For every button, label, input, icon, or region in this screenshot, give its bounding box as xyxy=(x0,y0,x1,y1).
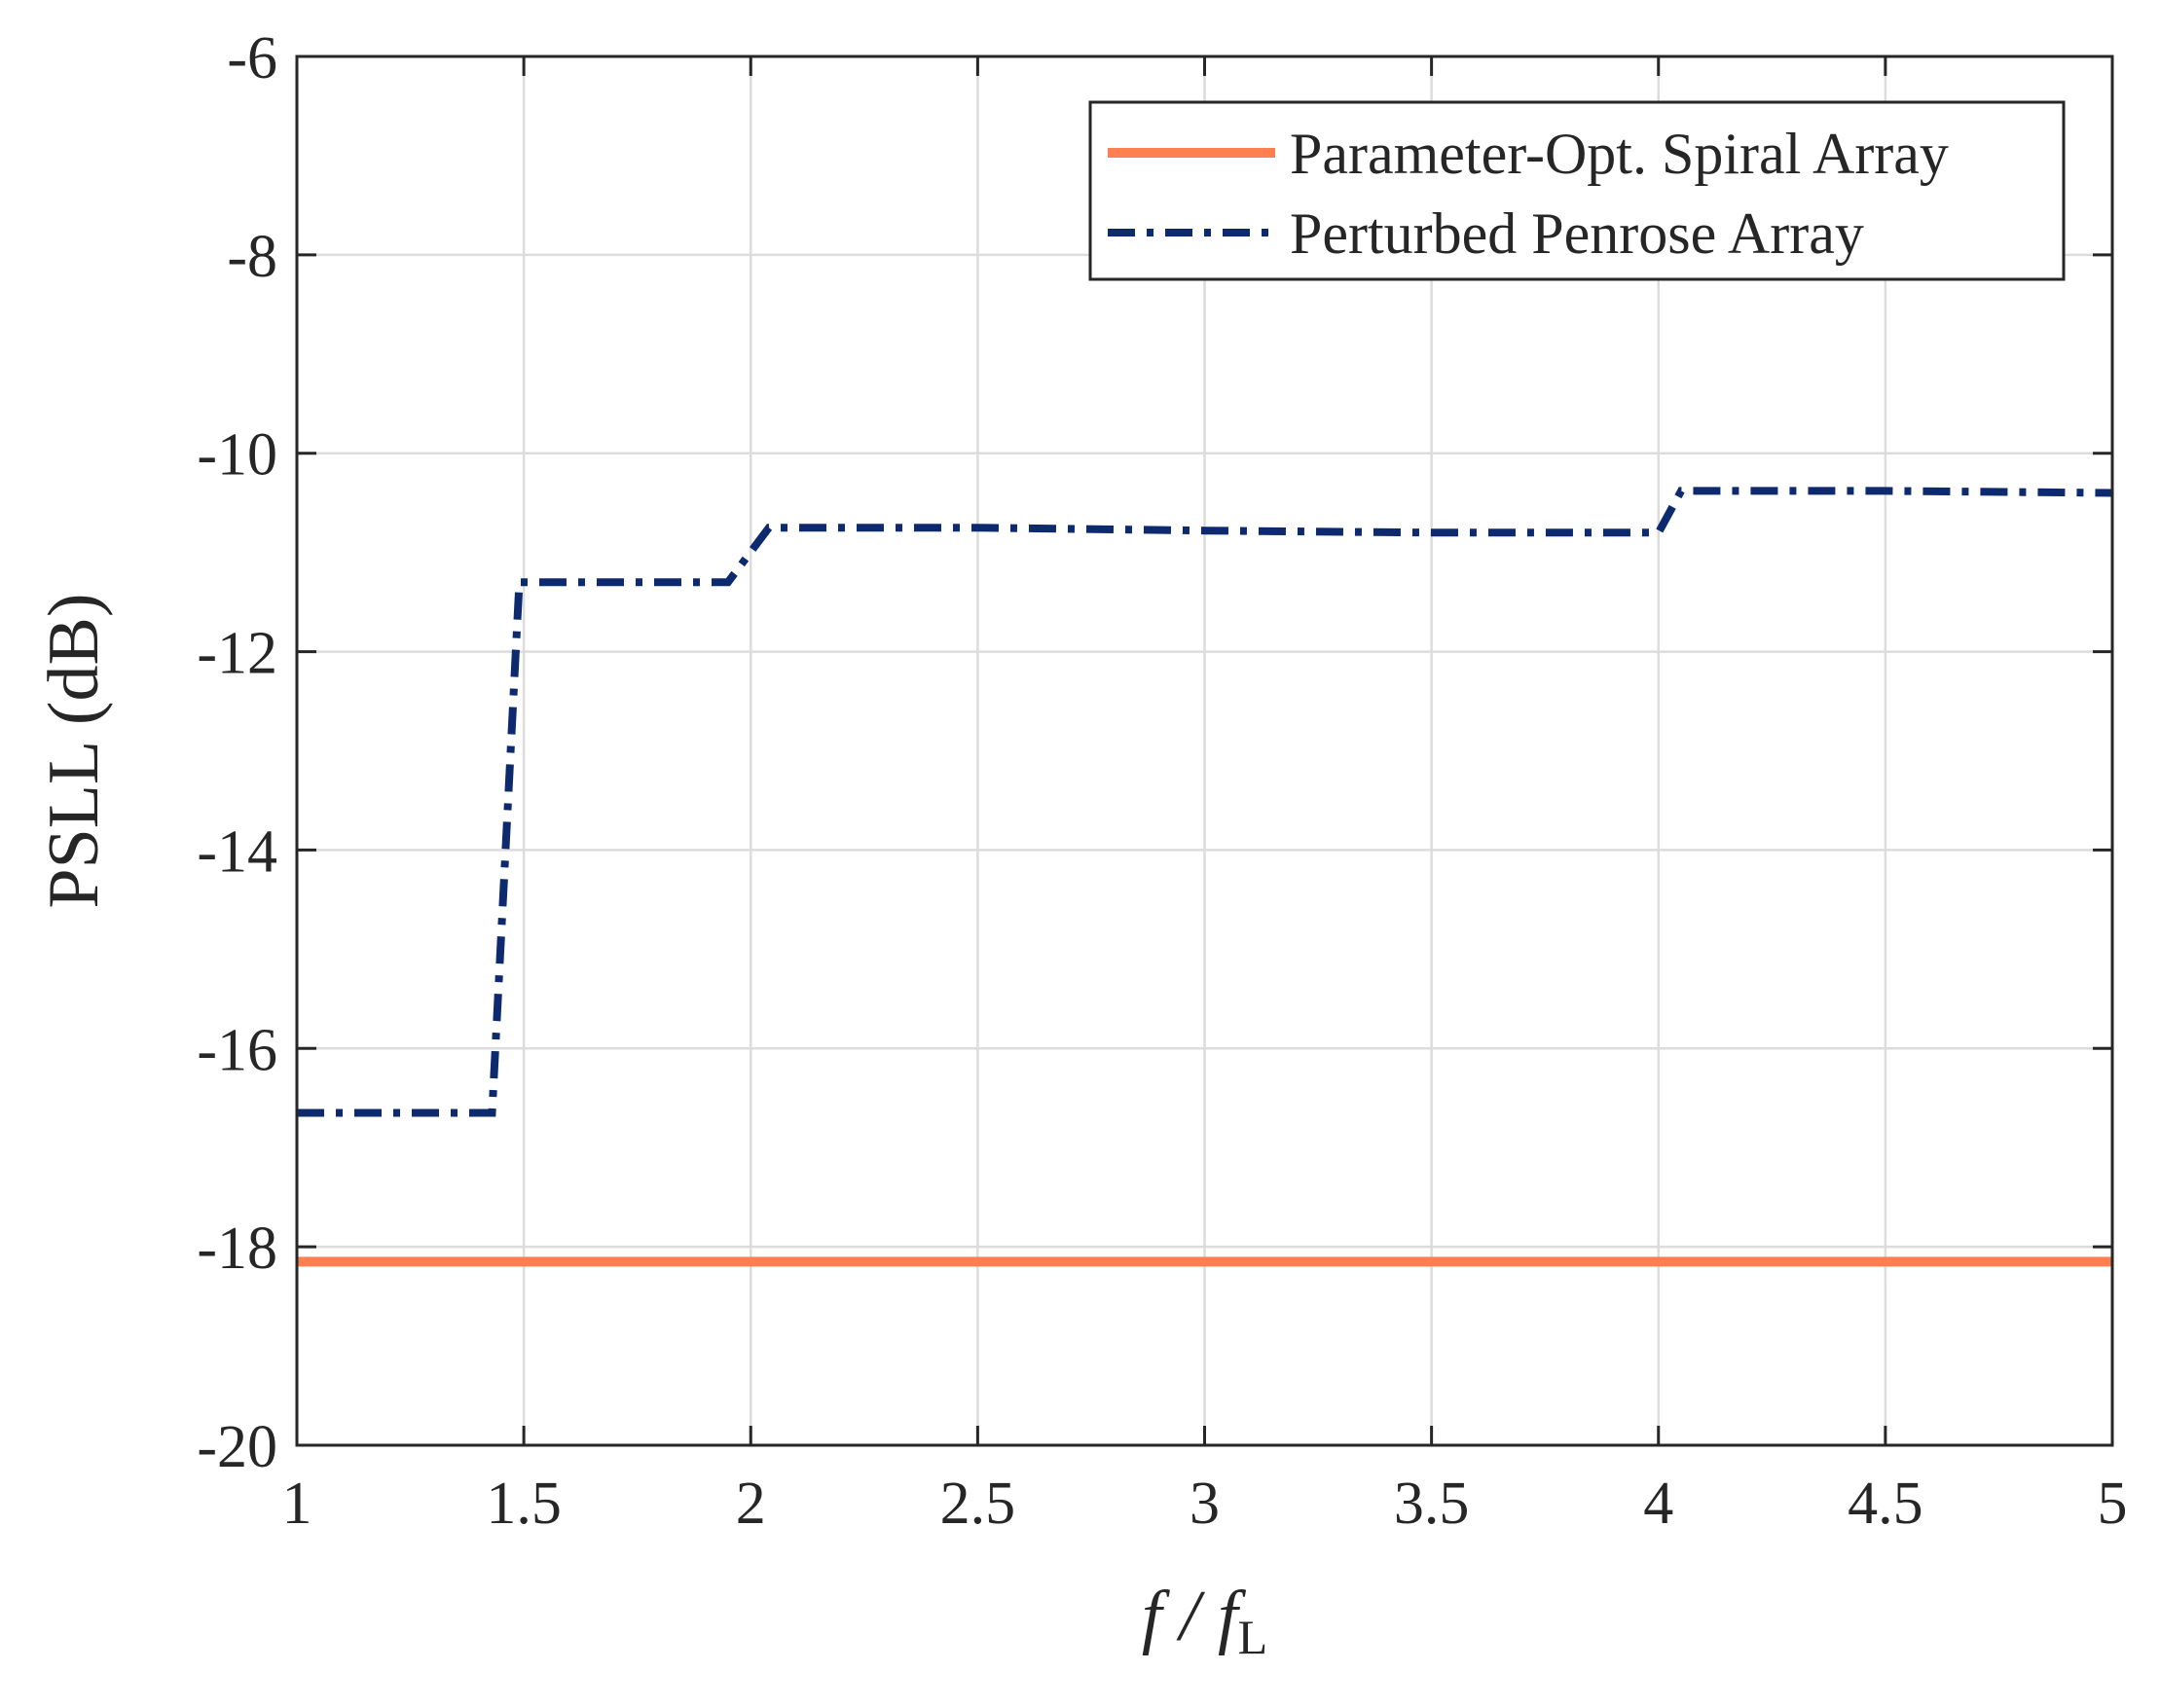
x-tick-label: 3.5 xyxy=(1394,1471,1470,1537)
x-tick-label: 4 xyxy=(1643,1471,1673,1537)
y-tick-label: -6 xyxy=(227,25,277,91)
x-tick-label: 4.5 xyxy=(1848,1471,1923,1537)
y-tick-label: -16 xyxy=(197,1017,277,1083)
ticks xyxy=(295,55,2114,1447)
y-tick-label: -8 xyxy=(227,224,277,290)
legend: Parameter-Opt. Spiral Array Perturbed Pen… xyxy=(1088,100,2066,281)
legend-label-2: Perturbed Penrose Array xyxy=(1290,201,1864,266)
x-tick-label: 1 xyxy=(282,1471,312,1537)
x-tick-label: 1.5 xyxy=(486,1471,562,1537)
tick-labels: 1 1.5 2 2.5 3 3.5 4 4.5 5 -20 -18 -16 -14 -12 -10 -8 -6 xyxy=(197,25,2127,1537)
y-tick-label: -20 xyxy=(197,1414,277,1480)
legend-box xyxy=(1088,100,2066,281)
x-tick-label: 3 xyxy=(1190,1471,1220,1537)
y-tick-label: -10 xyxy=(197,422,277,489)
x-axis-label-subscript: L xyxy=(1238,1610,1268,1664)
x-tick-label: 5 xyxy=(2098,1471,2128,1537)
y-tick-label: -14 xyxy=(197,818,277,885)
series-line-2 xyxy=(297,487,2113,1117)
y-tick-label: -12 xyxy=(197,621,277,687)
y-axis-label: PSLL (dB) xyxy=(34,593,114,908)
x-tick-label: 2 xyxy=(736,1471,766,1537)
y-tick-label: -18 xyxy=(197,1216,277,1282)
x-tick-label: 2.5 xyxy=(940,1471,1016,1537)
x-axis-label-main: f / f xyxy=(1142,1577,1247,1656)
x-axis-label: f / fL xyxy=(1142,1577,1267,1664)
series-layer xyxy=(297,487,2113,1267)
legend-label-1: Parameter-Opt. Spiral Array xyxy=(1290,122,1949,186)
